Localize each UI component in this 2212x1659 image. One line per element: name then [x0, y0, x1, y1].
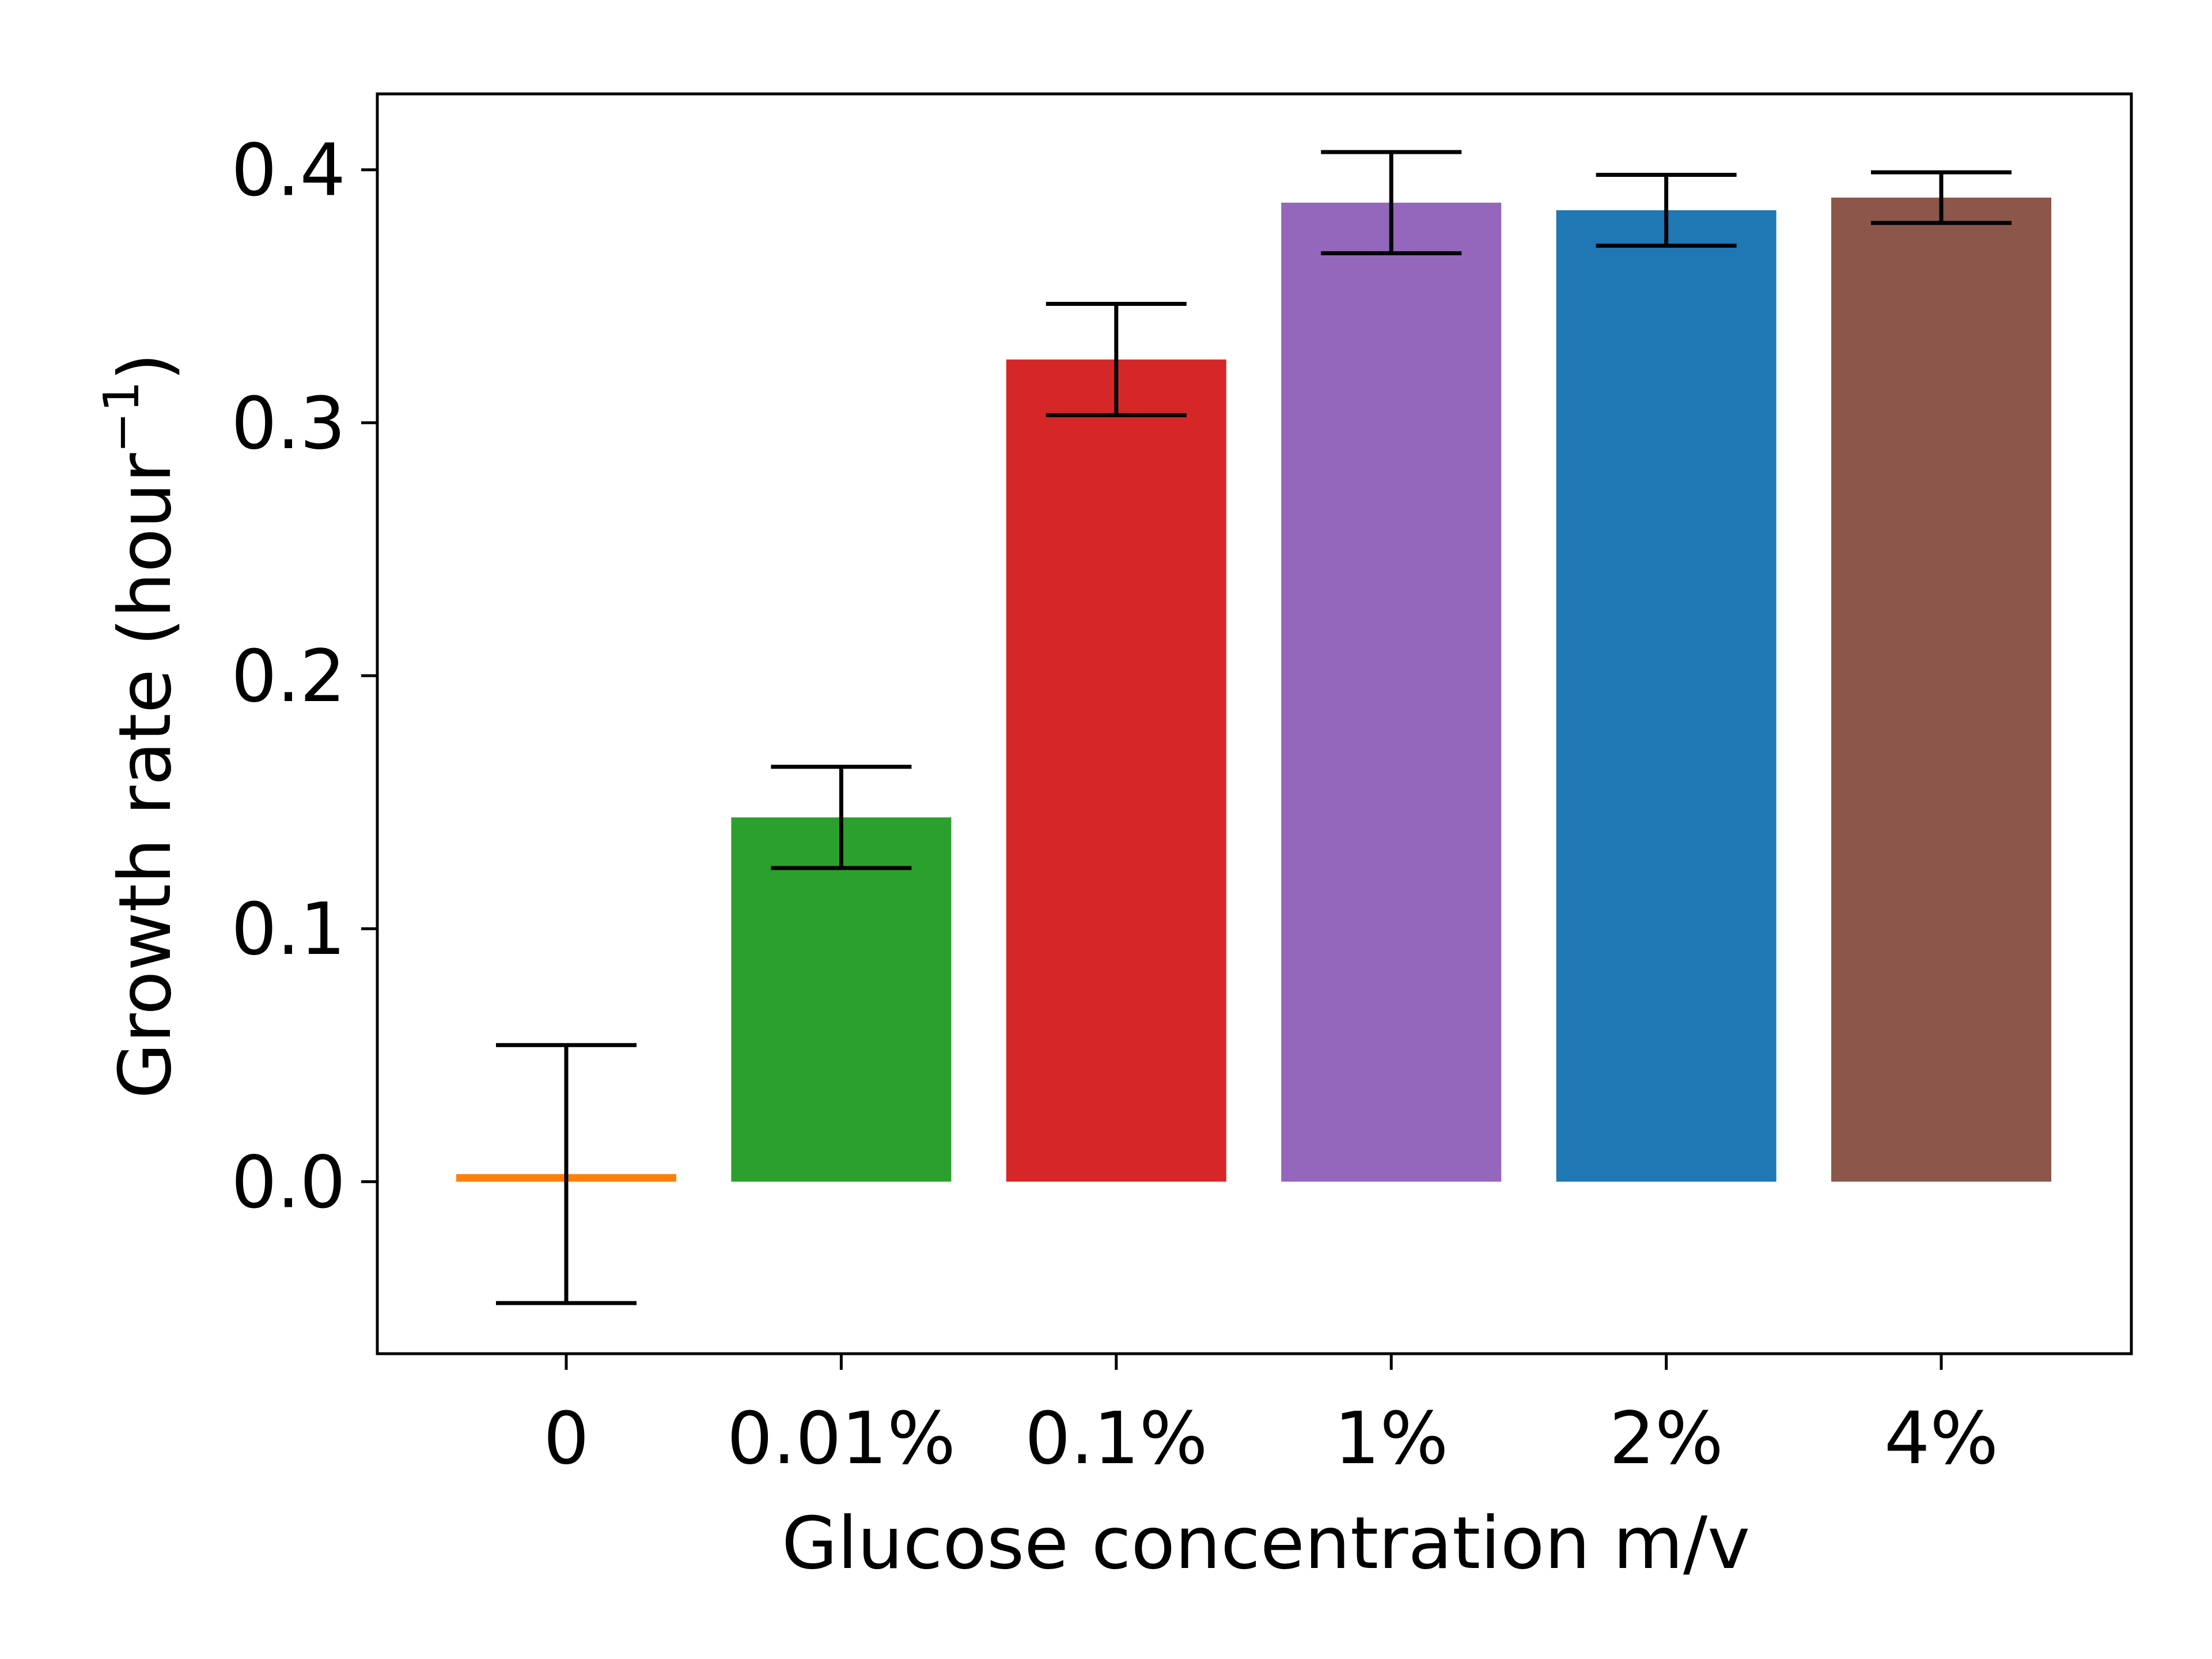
bar-3	[1281, 202, 1502, 1182]
bar-2	[1006, 359, 1226, 1182]
y-tick-label-3: 0.3	[231, 382, 346, 465]
bars-group	[456, 198, 2051, 1182]
x-tick-label-2: 0.1%	[1025, 1397, 1208, 1480]
y-tick-label-1: 0.1	[231, 888, 346, 971]
bar-5	[1831, 198, 2051, 1182]
bar-1	[731, 817, 952, 1182]
y-axis-label-superscript: −1	[93, 381, 150, 453]
x-tick-label-1: 0.01%	[727, 1397, 956, 1480]
y-tick-label-4: 0.4	[231, 129, 346, 213]
x-axis-label: Glucose concentration m/v	[782, 1502, 1750, 1585]
plot-frame	[376, 92, 2133, 1355]
bar-4	[1556, 210, 1777, 1182]
y-axis-label-close: )	[104, 353, 187, 381]
x-tick-label-3: 1%	[1334, 1397, 1448, 1480]
x-tick-label-5: 4%	[1884, 1397, 1998, 1480]
y-axis: 0.0 0.1 0.2 0.3 0.4	[231, 129, 377, 1224]
x-axis: 0 0.01% 0.1% 1% 2% 4%	[543, 1354, 1998, 1480]
y-tick-label-2: 0.2	[231, 635, 346, 718]
y-tick-label-0: 0.0	[231, 1141, 346, 1224]
error-bars-group	[496, 150, 2012, 1305]
y-axis-label-main: Growth rate (hour	[104, 453, 187, 1099]
y-axis-label: Growth rate (hour−1)	[93, 353, 187, 1099]
x-tick-label-0: 0	[543, 1397, 589, 1480]
x-tick-label-4: 2%	[1609, 1397, 1723, 1480]
